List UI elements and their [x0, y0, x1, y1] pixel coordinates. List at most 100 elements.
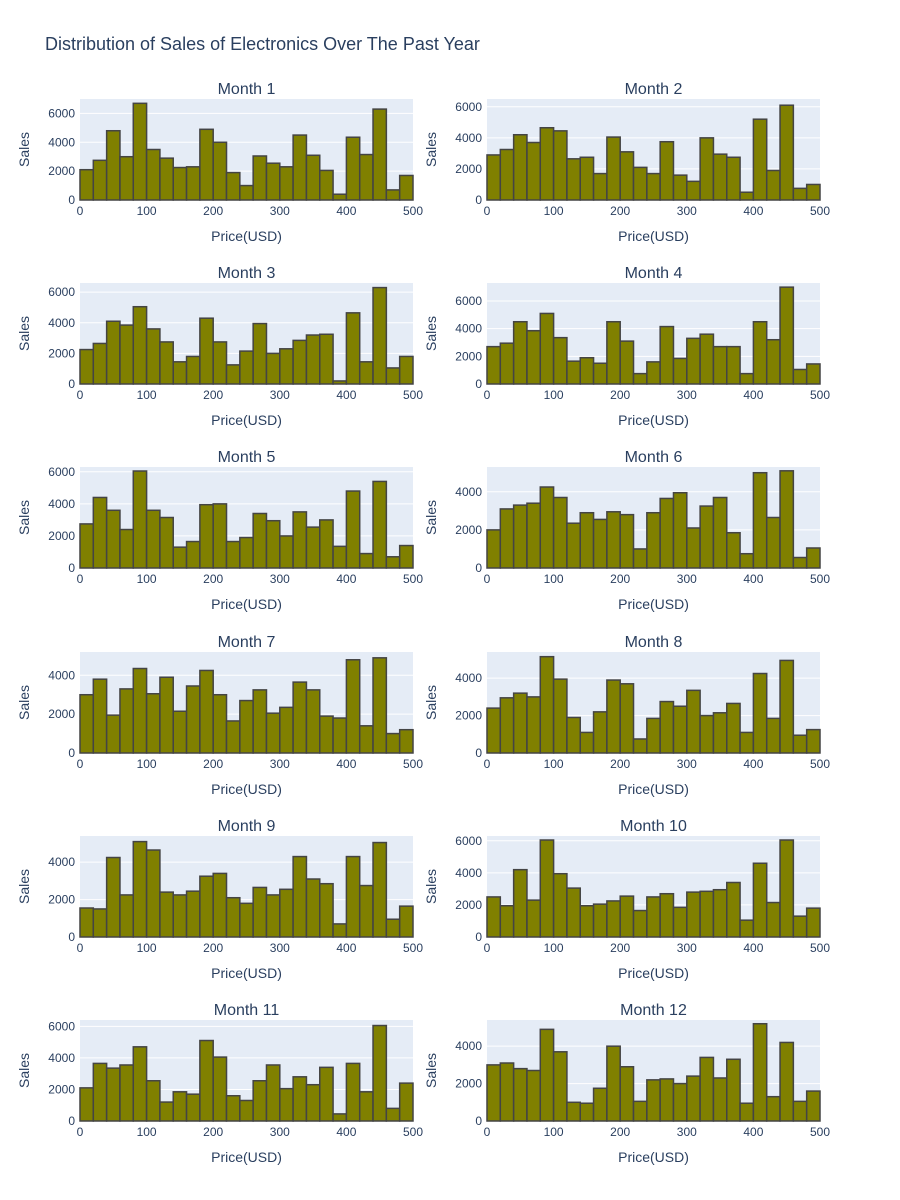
x-tick-label: 300 — [677, 388, 697, 402]
histogram-bar — [385, 1107, 401, 1122]
y-tick-label: 4000 — [455, 322, 482, 336]
histogram-bar — [398, 355, 414, 385]
x-tick-label: 100 — [544, 1125, 564, 1139]
x-tick-label: 500 — [810, 572, 830, 586]
subplot-title: Month 12 — [620, 1002, 687, 1019]
histogram-bar — [172, 710, 188, 754]
histogram-bar — [526, 502, 542, 569]
histogram-bar — [332, 923, 348, 938]
y-tick-label: 0 — [68, 746, 75, 760]
x-tick-label: 500 — [403, 1125, 423, 1139]
histogram-bar — [579, 356, 595, 385]
histogram-bar — [132, 1046, 148, 1122]
histogram-bar — [92, 678, 108, 754]
y-axis-title: Sales — [16, 1053, 32, 1088]
subplot-title: Month 10 — [620, 818, 687, 835]
histogram-bar — [252, 1080, 268, 1122]
x-tick-label: 0 — [77, 941, 84, 955]
histogram-bar — [92, 342, 108, 385]
histogram-bar — [279, 706, 294, 754]
x-tick-label: 0 — [77, 572, 84, 586]
y-tick-label: 2000 — [48, 1082, 75, 1096]
x-axis-title: Price(USD) — [211, 965, 282, 981]
histogram-bar — [172, 894, 188, 938]
histogram-bar — [752, 672, 768, 754]
histogram-bar — [79, 693, 95, 754]
x-tick-label: 0 — [484, 941, 491, 955]
x-tick-label: 400 — [743, 388, 763, 402]
histogram-bar — [92, 1062, 108, 1122]
y-tick-label: 2000 — [48, 893, 75, 907]
histogram-bar — [579, 1102, 595, 1122]
histogram-bar — [385, 556, 401, 569]
histogram-bar — [319, 715, 334, 754]
x-tick-label: 300 — [677, 204, 697, 218]
x-tick-label: 0 — [484, 757, 491, 771]
histogram-bar — [632, 372, 648, 385]
x-axis-title: Price(USD) — [618, 1149, 689, 1165]
x-tick-label: 100 — [137, 757, 157, 771]
histogram-bar — [212, 872, 228, 938]
histogram-bar — [132, 667, 148, 754]
histogram-bar — [539, 1028, 555, 1122]
histogram-bar — [779, 839, 795, 938]
histogram-bar — [185, 685, 201, 754]
y-tick-label: 4000 — [48, 855, 75, 869]
histogram-bar — [279, 535, 294, 569]
x-axis-title: Price(USD) — [618, 228, 689, 244]
panel-month-11: 0 2000 4000 6000 0 100 200 300 400 500 Month 11 Pri… — [16, 1002, 423, 1165]
histogram-bar — [539, 126, 555, 201]
histogram-bar — [79, 168, 95, 201]
y-tick-label: 4000 — [48, 668, 75, 682]
histogram-bar — [739, 552, 755, 569]
histogram-bar — [265, 162, 281, 201]
histogram-bar — [252, 886, 268, 938]
histogram-bar — [739, 372, 755, 385]
histogram-bar — [398, 174, 414, 201]
histogram-bar — [252, 155, 268, 201]
histogram-bar — [765, 717, 781, 754]
x-axis-title: Price(USD) — [618, 412, 689, 428]
panel-month-1: 0 2000 4000 6000 0 100 200 300 400 500 Month 1 Pric… — [16, 81, 423, 244]
histogram-bar — [726, 1058, 741, 1122]
x-tick-label: 200 — [203, 757, 223, 771]
histogram-bar — [566, 1101, 581, 1122]
histogram-bar — [372, 841, 388, 938]
y-tick-label: 4000 — [455, 1039, 482, 1053]
x-tick-label: 400 — [743, 204, 763, 218]
histogram-bar — [659, 892, 675, 938]
histogram-bar — [552, 1051, 568, 1122]
histogram-bar — [292, 511, 308, 569]
histogram-bar — [672, 357, 688, 385]
histogram-bar — [805, 363, 821, 385]
y-tick-label: 4000 — [48, 135, 75, 149]
y-tick-label: 0 — [475, 561, 482, 575]
histogram-bar — [646, 896, 661, 938]
histogram-bar — [659, 700, 675, 754]
histogram-bar — [145, 328, 161, 385]
histogram-bar — [552, 496, 568, 569]
histogram-bar — [726, 881, 741, 938]
histogram-bar — [805, 547, 821, 569]
histogram-bar — [185, 540, 201, 569]
y-tick-label: 4000 — [48, 497, 75, 511]
x-axis-title: Price(USD) — [211, 412, 282, 428]
histogram-bar — [765, 1095, 781, 1122]
histogram-bar — [539, 655, 555, 754]
histogram-bar — [686, 1075, 701, 1122]
histogram-bar — [225, 364, 241, 385]
x-tick-label: 100 — [137, 388, 157, 402]
histogram-bar — [779, 286, 795, 385]
histogram-bar — [566, 887, 581, 938]
histogram-bar — [765, 169, 781, 201]
histogram-bar — [499, 508, 515, 569]
histogram-bar — [225, 540, 241, 569]
histogram-bar — [159, 891, 174, 938]
histogram-bar — [332, 1113, 348, 1122]
histogram-bar — [292, 1076, 308, 1122]
y-tick-label: 6000 — [455, 294, 482, 308]
panel-month-6: 0 2000 4000 0 100 200 300 400 500 Month 6 Price(US… — [423, 449, 830, 612]
histogram-bar — [499, 697, 515, 754]
histogram-bar — [239, 699, 254, 754]
histogram-bar — [185, 1093, 201, 1122]
